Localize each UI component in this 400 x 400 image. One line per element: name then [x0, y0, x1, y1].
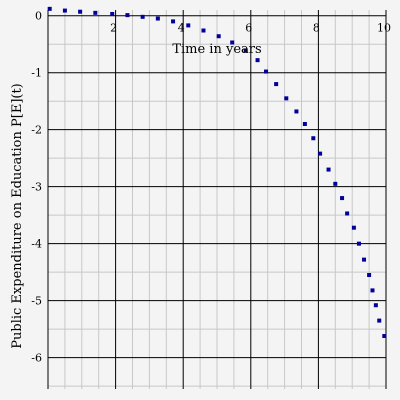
data-point — [333, 181, 338, 186]
data-point — [171, 19, 176, 24]
data-point — [125, 13, 130, 18]
y-axis-label: Public Expenditure on Education P[E](t) — [10, 83, 25, 349]
data-point — [284, 96, 289, 101]
data-point — [377, 318, 382, 323]
data-point — [294, 109, 299, 114]
data-point — [155, 16, 160, 21]
y-tick-label: 0 — [35, 10, 42, 23]
tick-labels: 2 4 6 8 10 0 -1 -2 -3 -4 -5 -6 — [31, 10, 391, 365]
x-tick-label: 2 — [110, 22, 117, 35]
data-points — [47, 6, 387, 338]
data-point — [373, 303, 378, 308]
y-tick-label: -5 — [31, 295, 42, 308]
data-point — [311, 136, 316, 141]
x-tick-label: 4 — [178, 22, 185, 35]
data-point — [362, 257, 367, 262]
data-point — [201, 28, 206, 33]
data-point — [216, 34, 221, 39]
data-point — [318, 151, 323, 156]
data-point — [186, 23, 191, 28]
data-point — [255, 58, 260, 63]
data-point — [264, 69, 269, 74]
y-tick-label: -4 — [31, 238, 42, 251]
data-point — [382, 333, 387, 338]
y-tick-label: -2 — [31, 124, 42, 137]
data-point — [356, 241, 361, 246]
minor-grid — [48, 10, 386, 389]
y-tick-label: -3 — [31, 181, 42, 194]
data-point — [47, 6, 52, 11]
data-point — [351, 225, 356, 230]
data-point — [140, 14, 145, 19]
y-tick-label: -6 — [31, 352, 42, 365]
data-point — [62, 8, 67, 13]
x-axis-label: Time in years — [172, 42, 261, 57]
x-tick-label: 6 — [245, 22, 252, 35]
data-point — [340, 196, 345, 201]
data-point — [302, 121, 307, 126]
x-tick-label: 10 — [377, 22, 391, 35]
y-tick-label: -1 — [31, 67, 42, 80]
x-tick-label: 8 — [313, 22, 320, 35]
data-point — [370, 288, 375, 293]
data-point — [367, 273, 372, 278]
major-grid — [48, 10, 387, 389]
data-point — [93, 10, 98, 15]
data-point — [78, 9, 83, 14]
data-point — [326, 167, 331, 172]
data-point — [274, 82, 279, 87]
data-point — [110, 11, 115, 16]
axes — [47, 10, 386, 389]
data-point — [243, 48, 248, 53]
data-point — [230, 40, 235, 45]
data-point — [345, 211, 350, 216]
